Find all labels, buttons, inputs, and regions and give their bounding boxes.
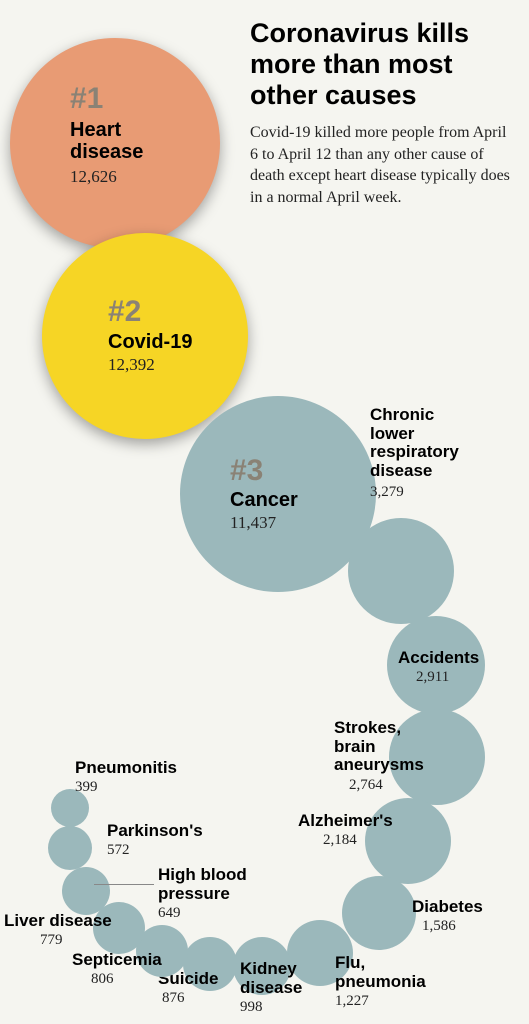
label-alzheimers: Alzheimer's: [298, 812, 393, 831]
value-pneumonitis: 399: [75, 779, 98, 796]
label-accidents: Accidents: [398, 649, 479, 668]
label-pneumonitis: Pneumonitis: [75, 759, 177, 778]
value-kidney: 998: [240, 999, 263, 1016]
leader-hbp: [94, 884, 154, 885]
rank-cancer: #3: [230, 454, 263, 488]
value-accidents: 2,911: [416, 669, 449, 686]
label-covid-19: Covid-19: [108, 331, 192, 353]
value-septicemia: 806: [91, 971, 114, 988]
value-strokes: 2,764: [349, 777, 383, 794]
value-chronic-lower-resp: 3,279: [370, 484, 404, 501]
bubble-hbp: [62, 867, 110, 915]
label-cancer: Cancer: [230, 489, 298, 511]
label-hbp: High blood pressure: [158, 866, 247, 903]
label-chronic-lower-resp: Chronic lower respiratory disease: [370, 406, 459, 481]
title: Coronavirus kills more than most other c…: [250, 18, 520, 111]
value-flu: 1,227: [335, 993, 369, 1010]
value-diabetes: 1,586: [422, 918, 456, 935]
label-parkinsons: Parkinson's: [107, 822, 203, 841]
value-cancer: 11,437: [230, 513, 276, 533]
rank-covid-19: #2: [108, 295, 141, 329]
value-alzheimers: 2,184: [323, 832, 357, 849]
value-hbp: 649: [158, 905, 181, 922]
value-covid-19: 12,392: [108, 355, 155, 375]
value-parkinsons: 572: [107, 842, 130, 859]
label-liver: Liver disease: [4, 912, 112, 931]
label-flu: Flu, pneumonia: [335, 954, 426, 991]
bubble-diabetes: [342, 876, 416, 950]
value-suicide: 876: [162, 990, 185, 1007]
label-strokes: Strokes, brain aneurysms: [334, 719, 424, 775]
value-liver: 779: [40, 932, 63, 949]
label-diabetes: Diabetes: [412, 898, 483, 917]
label-kidney: Kidney disease: [240, 960, 302, 997]
bubble-parkinsons: [48, 826, 92, 870]
subtitle: Covid-19 killed more people from April 6…: [250, 122, 518, 208]
rank-heart-disease: #1: [70, 82, 103, 116]
bubble-chronic-lower-resp: [348, 518, 454, 624]
value-heart-disease: 12,626: [70, 167, 117, 187]
label-heart-disease: Heart disease: [70, 119, 143, 163]
